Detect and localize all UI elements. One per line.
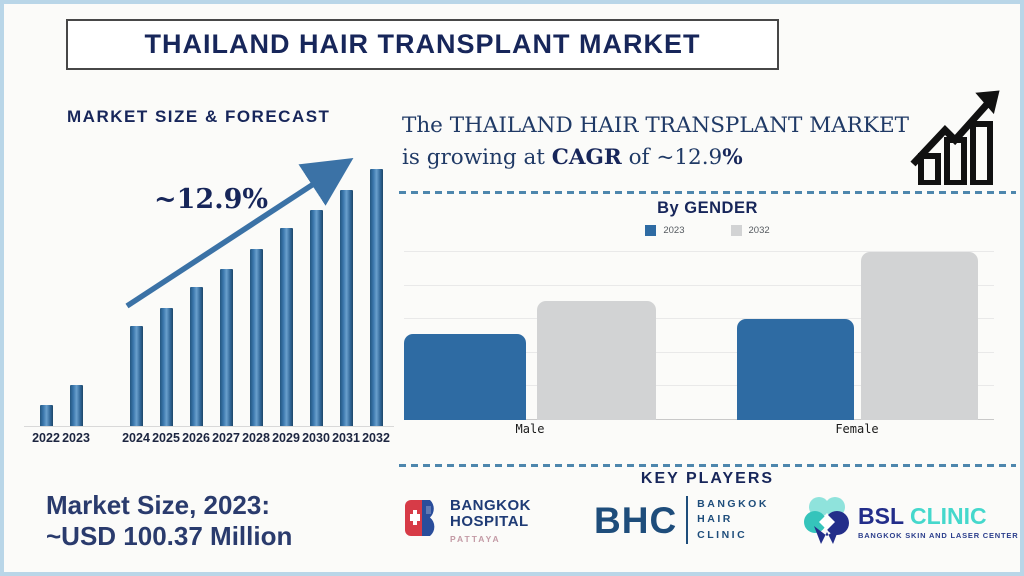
bangkok-hospital-icon xyxy=(405,500,435,536)
forecast-year-label: 2024 xyxy=(122,431,150,445)
cagr-annotation: ~12.9% xyxy=(154,184,269,215)
forecast-bar-2030 xyxy=(309,210,323,426)
gender-bar-male-2032 xyxy=(537,301,656,420)
gridline xyxy=(404,251,994,252)
bangkok-hospital-line2: HOSPITAL xyxy=(450,512,529,530)
forecast-year-label: 2026 xyxy=(182,431,210,445)
gender-chart: Male Female xyxy=(404,251,994,436)
legend-label: 2023 xyxy=(663,225,685,236)
forecast-bar-2026 xyxy=(189,287,203,426)
legend-item-2023: 2023 xyxy=(645,225,685,236)
bhc-logo: BHC BANGKOK HAIR CLINIC xyxy=(594,496,769,544)
bhc-logo-divider xyxy=(686,496,689,544)
legend-item-2032: 2032 xyxy=(730,225,770,236)
forecast-bar-2031 xyxy=(339,190,353,426)
summary-part1: The THAILAND HAIR TRANSPLANT MARKET is g… xyxy=(402,113,910,171)
bhc-abbr: BHC xyxy=(594,499,678,541)
gridline xyxy=(404,352,994,353)
forecast-bar-2029 xyxy=(279,228,293,426)
forecast-year-label: 2025 xyxy=(152,431,180,445)
market-size-callout: Market Size, 2023: ~USD 100.37 Million xyxy=(46,490,292,551)
legend-label: 2032 xyxy=(748,225,770,236)
market-size-line2: ~USD 100.37 Million xyxy=(46,520,293,551)
bangkok-hospital-line3: PATTAYA xyxy=(450,533,501,544)
gender-category-label: Female xyxy=(835,422,879,436)
gridline xyxy=(404,285,994,286)
bhc-line2: HAIR xyxy=(697,513,733,526)
forecast-bar-2022 xyxy=(39,405,53,426)
forecast-bar-2028 xyxy=(249,249,263,426)
gender-chart-baseline xyxy=(404,419,994,420)
summary-text: The THAILAND HAIR TRANSPLANT MARKET is g… xyxy=(402,110,912,175)
bhc-line1: BANGKOK xyxy=(697,498,769,511)
summary-part2: of ~12.9 xyxy=(621,145,723,171)
forecast-year-label: 2029 xyxy=(272,431,300,445)
gender-bar-male-2023 xyxy=(404,334,526,420)
forecast-year-label: 2030 xyxy=(302,431,330,445)
forecast-bar-2024 xyxy=(129,326,143,426)
market-size-line1: Market Size, 2023: xyxy=(46,490,271,520)
bangkok-hospital-logo: BANGKOK HOSPITAL PATTAYA xyxy=(402,498,531,544)
forecast-year-label: 2031 xyxy=(332,431,360,445)
bsl-subtext: BANGKOK SKIN AND LASER CENTER xyxy=(858,530,1019,540)
bsl-abbr: BSL xyxy=(858,502,904,529)
bsl-clinic-icon xyxy=(804,497,849,544)
gender-chart-legend: 2023 2032 xyxy=(399,225,1016,236)
forecast-chart-title: MARKET SIZE & FORECAST xyxy=(67,107,331,126)
legend-swatch xyxy=(730,225,742,236)
forecast-year-label: 2032 xyxy=(362,431,390,445)
bangkok-hospital-line1: BANGKOK xyxy=(450,497,531,514)
page-title-box: THAILAND HAIR TRANSPLANT MARKET xyxy=(66,19,779,70)
bhc-line3: CLINIC xyxy=(697,528,748,541)
forecast-bar-2025 xyxy=(159,308,173,426)
forecast-bar-2023 xyxy=(69,385,83,426)
key-players-heading: KEY PLAYERS xyxy=(640,470,775,487)
summary-percent: % xyxy=(722,145,743,171)
forecast-year-label: 2023 xyxy=(62,431,90,445)
gender-bar-female-2032 xyxy=(861,252,978,420)
forecast-year-label: 2028 xyxy=(242,431,270,445)
gender-category-label: Male xyxy=(515,422,545,436)
summary-cagr: CAGR xyxy=(551,145,622,171)
forecast-bar-2027 xyxy=(219,269,233,426)
dashed-divider-top xyxy=(399,191,1016,194)
dashed-divider-bottom xyxy=(399,464,1016,467)
gridline xyxy=(404,318,994,319)
forecast-bar-2032 xyxy=(369,169,383,426)
bsl-clinic-word: CLINIC xyxy=(909,502,987,529)
growth-chart-icon xyxy=(910,90,1000,185)
bsl-clinic-logo: BSL CLINIC BANGKOK SKIN AND LASER CENTER xyxy=(804,496,1018,548)
forecast-year-label: 2027 xyxy=(212,431,240,445)
forecast-year-label: 2022 xyxy=(32,431,60,445)
gender-bar-female-2023 xyxy=(737,319,854,420)
gender-chart-title: By GENDER xyxy=(657,199,758,217)
page-title: THAILAND HAIR TRANSPLANT MARKET xyxy=(144,29,701,59)
gridline xyxy=(404,385,994,386)
legend-swatch xyxy=(645,225,657,236)
